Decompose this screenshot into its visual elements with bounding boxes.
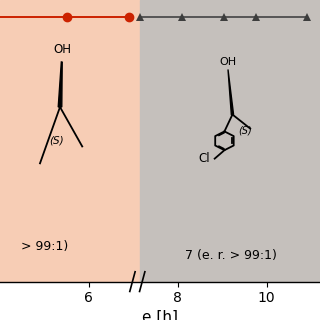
Bar [0,0,140,282]
X-axis label: e [h]: e [h] [142,309,178,320]
Text: 7 (e. r. > 99:1): 7 (e. r. > 99:1) [185,249,277,262]
Polygon shape [228,69,234,115]
Bar [140,0,320,282]
Polygon shape [58,62,62,107]
Text: > 99:1): > 99:1) [21,240,68,253]
Text: (S): (S) [49,135,64,145]
Text: Cl: Cl [199,152,210,165]
Text: OH: OH [220,57,236,67]
Text: (S): (S) [238,126,252,136]
Text: OH: OH [53,43,71,56]
